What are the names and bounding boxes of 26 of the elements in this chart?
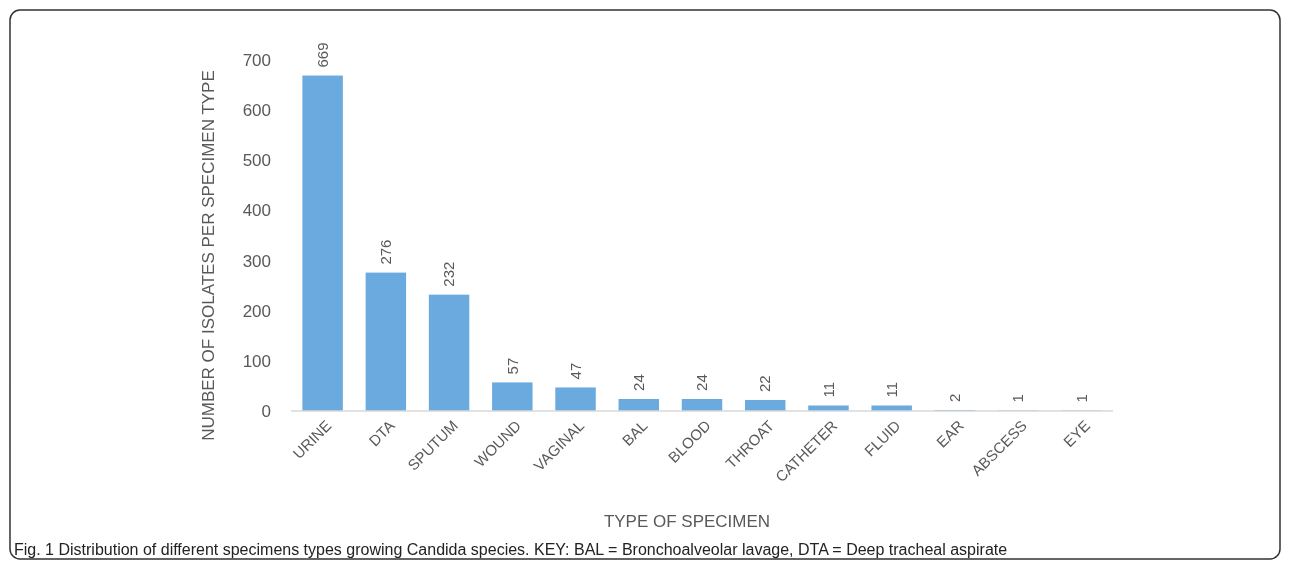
data-label: 47 xyxy=(566,362,584,380)
data-label: 232 xyxy=(440,261,458,287)
data-label: 57 xyxy=(503,357,521,375)
data-label: 2 xyxy=(946,393,964,402)
data-label: 1 xyxy=(1009,394,1027,403)
y-tick-label: 400 xyxy=(242,201,271,221)
y-tick-label: 300 xyxy=(242,251,271,271)
y-tick-label: 0 xyxy=(261,401,271,421)
y-axis-title: NUMBER OF ISOLATES PER SPECIMEN TYPE xyxy=(199,70,218,441)
x-tick-label: BAL xyxy=(618,416,651,449)
x-axis-title: TYPE OF SPECIMEN xyxy=(603,512,771,531)
data-label: 11 xyxy=(882,381,900,398)
data-label: 1 xyxy=(1072,394,1090,403)
data-label: 24 xyxy=(630,374,648,391)
y-tick-label: 100 xyxy=(242,351,271,371)
data-label: 11 xyxy=(819,381,837,398)
caption: Fig. 1 Distribution of different specimens types growing Candida species. KEY: BAL = Bronchoalveolar lavage, DTA = Deep tracheal aspirate xyxy=(14,541,1008,558)
x-tick-label: DTA xyxy=(365,416,398,450)
y-tick-label: 500 xyxy=(242,151,271,171)
y-tick-label: 700 xyxy=(242,50,271,70)
data-label: 669 xyxy=(313,42,331,68)
data-label: 276 xyxy=(377,239,395,265)
data-label: 24 xyxy=(693,374,711,391)
y-tick-label: 600 xyxy=(242,101,271,121)
y-tick-label: 200 xyxy=(242,301,271,321)
data-label: 22 xyxy=(756,375,774,392)
